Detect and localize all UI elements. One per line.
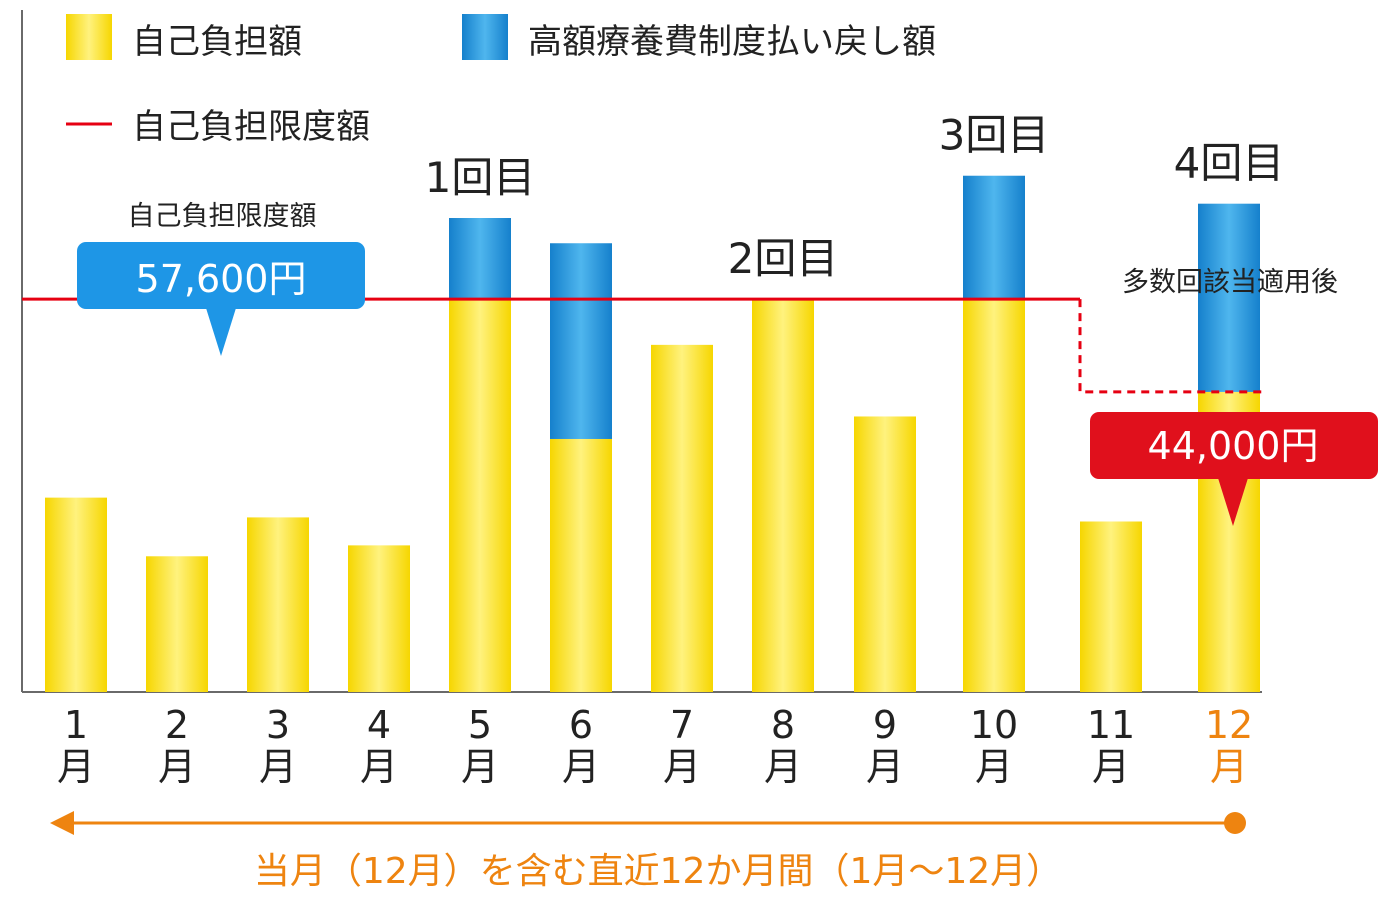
limit-line-reduced [1078,299,1262,394]
x-tick-num-2: 2 [165,703,189,747]
limit-callout-pointer [206,308,236,356]
bar-refund-10 [963,175,1025,300]
bar-self-pay-6 [550,438,612,692]
x-tick-unit-5: 月 [461,745,499,789]
x-tick-num-1: 1 [64,703,88,747]
x-tick-num-4: 4 [367,703,391,747]
x-tick-num-9: 9 [873,703,897,747]
x-tick-unit-8: 月 [764,745,802,789]
bar-self-pay-5 [449,299,511,692]
reduced-limit-callout-value: 44,000円 [1148,424,1319,468]
x-tick-num-12: 12 [1205,703,1253,747]
multi-count-note: 多数回該当適用後 [1122,267,1338,298]
limit-callout-title: 自己負担限度額 [128,201,317,232]
x-tick-num-7: 7 [670,703,694,747]
bar-self-pay-9 [854,416,916,692]
bar-refund-6 [550,243,612,439]
legend-swatch-self-pay [66,14,112,60]
x-tick-unit-4: 月 [360,745,398,789]
x-tick-num-11: 11 [1087,703,1135,747]
period-arrow-head [50,811,74,835]
legend-label-refund: 高額療養費制度払い戻し額 [528,22,936,62]
x-tick-unit-10: 月 [975,745,1013,789]
x-tick-unit-11: 月 [1092,745,1130,789]
count-labels-group: 1回目 2回目 3回目 4回目 [425,111,1285,283]
x-tick-num-5: 5 [468,703,492,747]
limit-callout: 自己負担限度額 57,600円 [77,201,365,356]
legend-swatch-refund [462,14,508,60]
bar-refund-5 [449,218,511,300]
count-label-3: 3回目 [939,111,1050,160]
bar-refund-12 [1198,203,1260,392]
bars-group [45,175,1260,692]
limit-callout-value: 57,600円 [136,257,307,301]
reduced-limit-callout: 44,000円 [1090,412,1378,526]
legend: 自己負担額 高額療養費制度払い戻し額 自己負担限度額 [66,14,936,147]
x-tick-unit-7: 月 [663,745,701,789]
bar-self-pay-7 [651,344,713,692]
x-tick-unit-3: 月 [259,745,297,789]
count-label-1: 1回目 [425,153,536,202]
bar-self-pay-11 [1080,521,1142,692]
x-tick-unit-9: 月 [866,745,904,789]
x-tick-unit-6: 月 [562,745,600,789]
period-arrow-end-dot [1224,812,1246,834]
x-tick-num-6: 6 [569,703,593,747]
x-tick-unit-2: 月 [158,745,196,789]
bar-self-pay-1 [45,497,107,692]
bar-self-pay-2 [146,556,208,692]
x-tick-num-8: 8 [771,703,795,747]
legend-label-self-pay: 自己負担額 [132,22,302,62]
x-tick-unit-12: 月 [1210,745,1248,789]
x-tick-num-3: 3 [266,703,290,747]
x-tick-unit-1: 月 [57,745,95,789]
count-label-4: 4回目 [1174,139,1285,188]
period-indicator: 当月（12月）を含む直近12か月間（1月〜12月） [50,811,1246,892]
reduced-limit-callout-pointer [1218,478,1248,526]
legend-label-limit: 自己負担限度額 [132,107,370,147]
reduced-limit-callout-box [1090,412,1378,479]
period-label: 当月（12月）を含む直近12か月間（1月〜12月） [254,851,1062,892]
bar-self-pay-3 [247,517,309,692]
bar-self-pay-10 [963,299,1025,692]
bar-self-pay-4 [348,545,410,692]
limit-callout-box [77,242,365,309]
x-tick-num-10: 10 [970,703,1018,747]
bar-self-pay-8 [752,299,814,692]
count-label-2: 2回目 [728,234,839,283]
